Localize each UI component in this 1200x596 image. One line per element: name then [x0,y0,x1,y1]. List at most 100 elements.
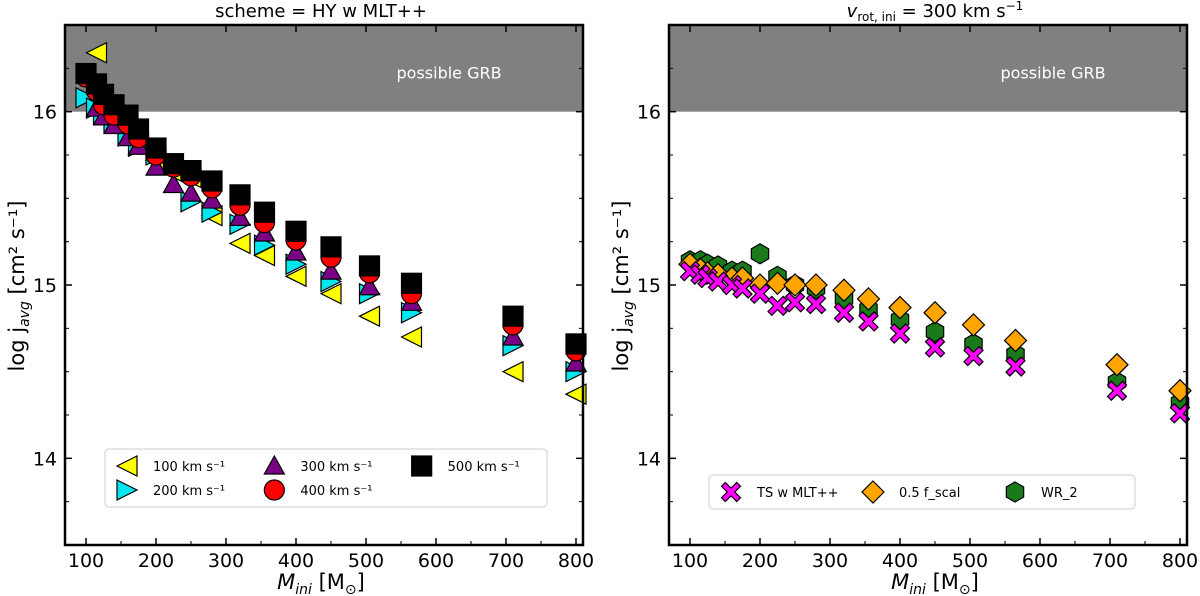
data-point-x [732,278,753,299]
legend-box [104,448,548,508]
right-grb-region [669,25,1187,112]
data-point-triangle-left [228,232,251,255]
data-point-x [1106,380,1128,402]
legend-box [708,474,1136,510]
legend-label: WR_2 [1041,486,1078,501]
data-point-diamond [804,273,828,297]
data-point-square [145,137,167,159]
right-x-axis-label: Mini [M⊙] [891,570,979,596]
x-tick-label: 800 [558,550,594,572]
data-point-x [767,295,788,317]
legend-label: 200 km s⁻¹ [153,484,225,499]
x-tick-label: 500 [348,550,384,572]
legend-marker-triangle-left [115,455,138,477]
data-point-x [858,311,879,332]
data-point-triangle-up [179,181,203,202]
legend-marker-x [720,481,742,503]
data-point-triangle-left [501,360,524,383]
data-point-x [833,302,855,324]
y-tick-label: 16 [637,102,661,124]
x-tick-label: 300 [812,550,848,572]
data-point-x [805,293,827,315]
data-point-triangle-up [200,188,224,209]
data-point-triangle-left [400,326,423,348]
data-point-triangle-left [85,41,108,64]
right-y-axis-label: log javg [cm² s⁻¹] [609,201,637,372]
legend-label: 500 km s⁻¹ [448,460,520,475]
data-point-x [1005,356,1026,377]
data-point-triangle-up [358,275,381,296]
legend-marker-triangle-right [116,479,139,501]
left-grb-region [65,25,583,112]
left-y-axis-label: log javg [cm² s⁻¹] [5,201,33,372]
data-point-x [784,291,806,313]
right-title: vrot, ini = 300 km s−1 [847,0,1024,24]
data-point-x [963,345,984,367]
right-data-points [678,243,1192,424]
x-tick-label: 400 [882,550,918,572]
data-point-square [502,305,524,327]
legend-label: 300 km s⁻¹ [300,460,372,475]
data-point-square [285,220,307,242]
data-point-square [180,160,202,182]
left-title: scheme = HY w MLT++ [215,1,427,22]
y-tick-label: 14 [637,448,661,470]
left-grb-label: possible GRB [397,64,502,83]
x-tick-label: 100 [672,550,708,572]
data-point-triangle-up [162,173,185,194]
data-point-triangle-left [284,265,307,288]
right-plot-frame [667,23,1189,547]
x-tick-label: 500 [952,550,988,572]
data-point-diamond [1003,328,1028,353]
data-point-x [1169,402,1191,424]
data-point-triangle-left [319,282,342,305]
data-point-diamond [765,271,790,296]
data-point-diamond [888,295,912,320]
data-point-square [201,170,223,192]
x-tick-label: 600 [418,550,454,572]
data-point-square [358,255,381,277]
data-point-square [253,201,276,223]
x-tick-label: 200 [742,550,778,572]
y-tick-label: 15 [33,275,57,297]
x-tick-label: 300 [208,550,244,572]
legend-marker-square [411,455,433,477]
data-point-diamond [832,278,856,303]
data-point-square [320,236,342,258]
data-point-square [229,184,251,206]
legend-label: TS w MLT++ [756,486,839,501]
x-tick-label: 800 [1162,550,1198,572]
legend-marker-triangle-up [263,454,286,475]
data-point-square [400,272,423,294]
right-grb-label: possible GRB [1001,64,1106,83]
left-legend: 100 km s⁻¹ 200 km s⁻¹ 300 km s⁻¹ 400 km s⁻¹… [104,448,548,508]
legend-marker-diamond [861,480,885,504]
data-point-x [889,323,911,344]
legend-label: 100 km s⁻¹ [153,460,225,475]
legend-marker-circle [263,479,285,501]
x-tick-label: 600 [1022,550,1058,572]
data-point-diamond [783,273,807,297]
data-point-hexagon [925,321,945,343]
left-plot-frame [63,23,585,547]
x-tick-label: 100 [68,550,104,572]
data-point-triangle-up [501,325,525,346]
y-tick-label: 14 [33,448,57,470]
right-legend: WR_2 0.5 f_scal TS w MLT++ [708,474,1136,510]
left-panel: possible GRB 100 200 300 400 500 600 700 800 14 1… [5,1,594,596]
legend-label: 400 km s⁻¹ [300,484,372,499]
data-point-triangle-left [358,305,381,328]
data-point-diamond [856,287,881,311]
data-point-triangle-up [144,155,168,176]
left-data-points [75,41,588,406]
data-point-hexagon [750,243,770,265]
data-point-triangle-left [564,383,587,406]
data-point-diamond [961,313,986,337]
x-tick-label: 400 [278,550,314,572]
right-panel: possible GRB 100 200 300 400 500 600 700 800 14 1… [609,0,1198,596]
y-tick-label: 15 [637,275,661,297]
x-tick-label: 700 [1092,550,1128,572]
data-point-square [565,333,587,355]
y-tick-label: 16 [33,102,57,124]
